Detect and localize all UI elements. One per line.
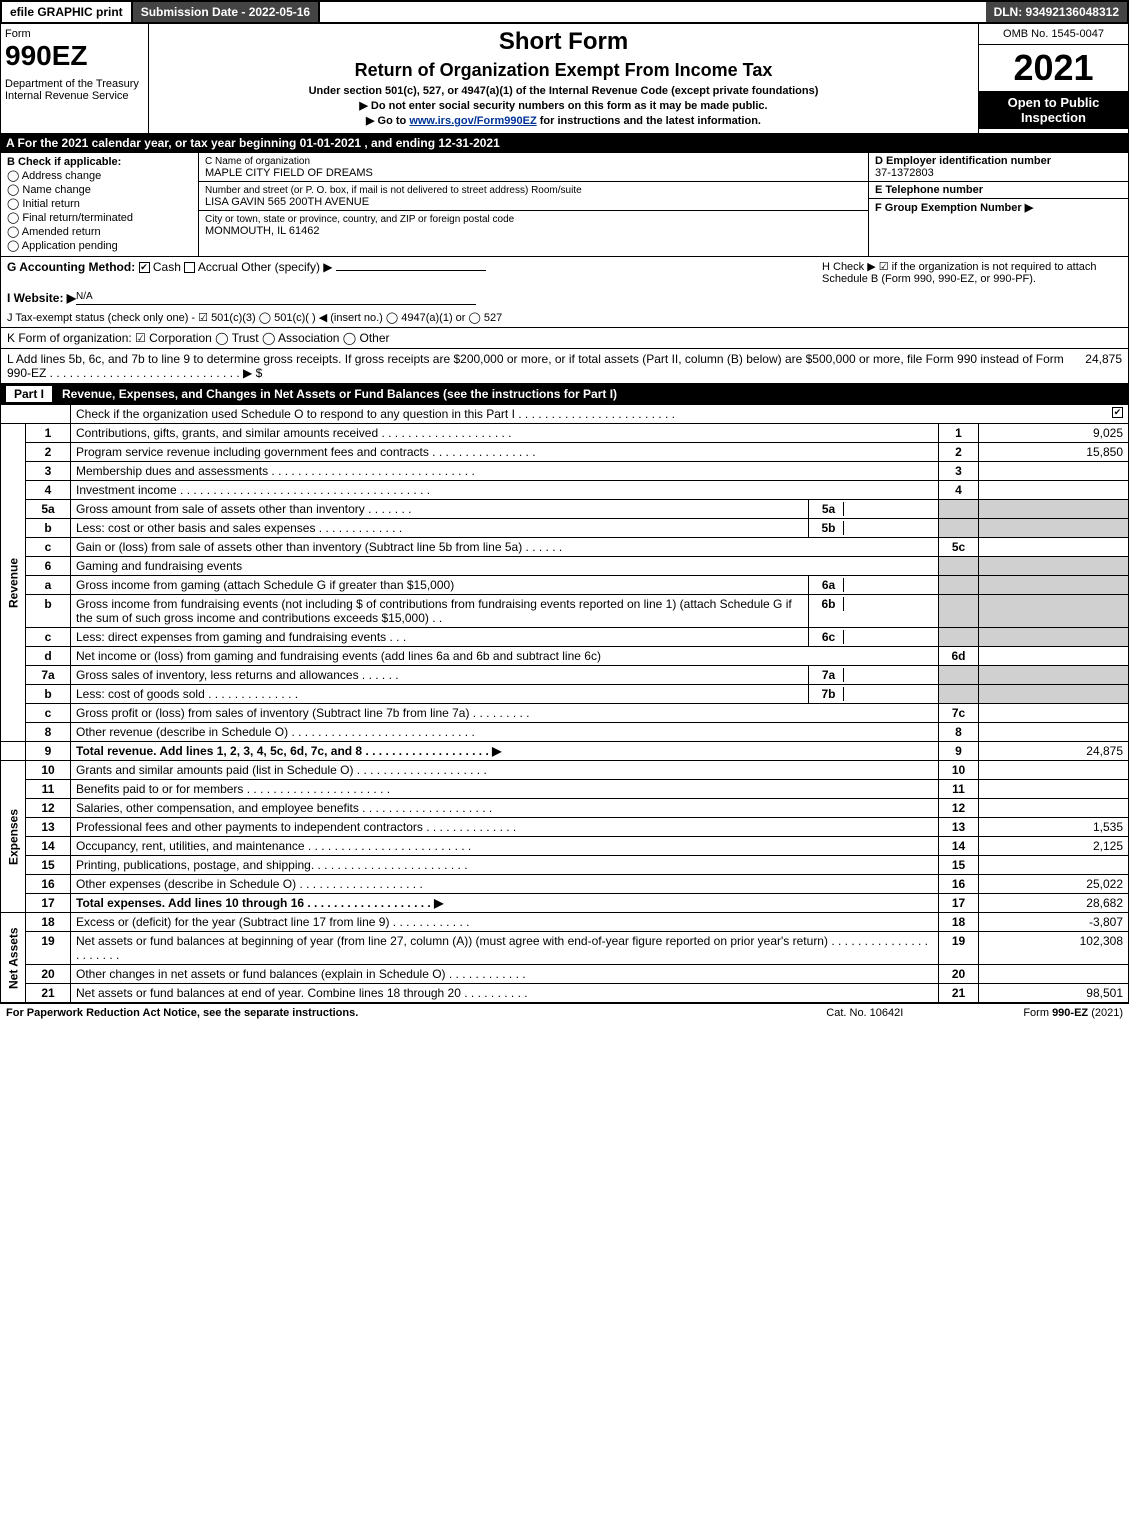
submission-date: Submission Date - 2022-05-16 — [133, 2, 320, 22]
row-a-period: A For the 2021 calendar year, or tax yea… — [0, 134, 1129, 152]
line4-amt — [979, 481, 1129, 500]
net-assets-label: Net Assets — [1, 913, 26, 1003]
form-number: 990EZ — [5, 40, 144, 72]
expenses-label: Expenses — [1, 761, 26, 913]
form-header: Form 990EZ Department of the Treasury In… — [0, 24, 1129, 134]
tax-year: 2021 — [979, 45, 1128, 91]
org-name-row: C Name of organization MAPLE CITY FIELD … — [199, 153, 868, 182]
section-de: D Employer identification number 37-1372… — [868, 153, 1128, 256]
part1-header: Part I Revenue, Expenses, and Changes in… — [0, 384, 1129, 404]
line10-amt — [979, 761, 1129, 780]
inspection-label: Open to Public Inspection — [979, 91, 1128, 129]
line5c-amt — [979, 538, 1129, 557]
line17-amt: 28,682 — [979, 894, 1129, 913]
i-label: I Website: ▶ — [7, 291, 76, 305]
subtitle-1: Under section 501(c), 527, or 4947(a)(1)… — [153, 85, 974, 97]
line9-amt: 24,875 — [979, 742, 1129, 761]
e-lbl: E Telephone number — [875, 184, 983, 196]
line11-amt — [979, 780, 1129, 799]
d-lbl: D Employer identification number — [875, 155, 1051, 167]
chk-schedule-o[interactable] — [1112, 407, 1123, 418]
org-name: MAPLE CITY FIELD OF DREAMS — [205, 167, 373, 179]
chk-amended-return[interactable]: ◯ Amended return — [7, 225, 192, 238]
department: Department of the Treasury Internal Reve… — [5, 78, 144, 102]
row-k: K Form of organization: ☑ Corporation ◯ … — [0, 327, 1129, 348]
website: N/A — [76, 291, 476, 305]
main-title: Return of Organization Exempt From Incom… — [153, 60, 974, 81]
l-amt: 24,875 — [1085, 352, 1122, 380]
line1-amt: 9,025 — [979, 424, 1129, 443]
chk-application-pending[interactable]: ◯ Application pending — [7, 239, 192, 252]
f-lbl: F Group Exemption Number ▶ — [875, 202, 1033, 214]
ein-row: D Employer identification number 37-1372… — [869, 153, 1128, 182]
c-name-lbl: C Name of organization — [205, 156, 310, 167]
group-exempt-row: F Group Exemption Number ▶ — [869, 199, 1128, 216]
part1-check: Check if the organization used Schedule … — [71, 405, 1129, 424]
form-ref: Form 990-EZ (2021) — [1023, 1007, 1123, 1019]
irs-link[interactable]: www.irs.gov/Form990EZ — [409, 115, 536, 127]
city-row: City or town, state or province, country… — [199, 211, 868, 239]
line21-amt: 98,501 — [979, 984, 1129, 1003]
form-label: Form — [5, 28, 144, 40]
city: MONMOUTH, IL 61462 — [205, 225, 320, 237]
section-c: C Name of organization MAPLE CITY FIELD … — [199, 153, 868, 256]
section-b: B Check if applicable: ◯ Address change … — [1, 153, 199, 256]
right-block: OMB No. 1545-0047 2021 Open to Public In… — [978, 24, 1128, 133]
row-j: J Tax-exempt status (check only one) - ☑… — [0, 308, 1129, 327]
h-text: H Check ▶ ☑ if the organization is not r… — [822, 260, 1122, 285]
line6d-amt — [979, 647, 1129, 666]
line15-amt — [979, 856, 1129, 875]
subtitle-2: ▶ Do not enter social security numbers o… — [153, 99, 974, 112]
line14-amt: 2,125 — [979, 837, 1129, 856]
title-block: Short Form Return of Organization Exempt… — [149, 24, 978, 133]
chk-address-change[interactable]: ◯ Address change — [7, 169, 192, 182]
part1-title: Revenue, Expenses, and Changes in Net As… — [62, 387, 617, 401]
footer: For Paperwork Reduction Act Notice, see … — [0, 1003, 1129, 1022]
sub3-tail: for instructions and the latest informat… — [537, 115, 761, 127]
line3-amt — [979, 462, 1129, 481]
row-gh: G Accounting Method: Cash Accrual Other … — [0, 257, 1129, 288]
line19-amt: 102,308 — [979, 932, 1129, 965]
cat-no: Cat. No. 10642I — [826, 1007, 903, 1019]
phone-row: E Telephone number — [869, 182, 1128, 199]
chk-name-change[interactable]: ◯ Name change — [7, 183, 192, 196]
revenue-label: Revenue — [1, 424, 26, 742]
form-id-block: Form 990EZ Department of the Treasury In… — [1, 24, 149, 133]
paperwork-notice: For Paperwork Reduction Act Notice, see … — [6, 1007, 826, 1019]
ein: 37-1372803 — [875, 167, 934, 179]
line7c-amt — [979, 704, 1129, 723]
street: LISA GAVIN 565 200TH AVENUE — [205, 196, 369, 208]
chk-final-return[interactable]: ◯ Final return/terminated — [7, 211, 192, 224]
g-other: Other (specify) ▶ — [241, 260, 332, 274]
section-bcd: B Check if applicable: ◯ Address change … — [0, 152, 1129, 257]
chk-accrual[interactable] — [184, 262, 195, 273]
short-form-title: Short Form — [153, 28, 974, 56]
efile-label[interactable]: efile GRAPHIC print — [2, 2, 133, 22]
g-label: G Accounting Method: — [7, 260, 135, 274]
line18-amt: -3,807 — [979, 913, 1129, 932]
c-city-lbl: City or town, state or province, country… — [205, 214, 514, 225]
line20-amt — [979, 965, 1129, 984]
sub3-pre: ▶ Go to — [366, 115, 409, 127]
part1-table: Check if the organization used Schedule … — [0, 404, 1129, 1003]
line8-amt — [979, 723, 1129, 742]
dln: DLN: 93492136048312 — [986, 2, 1127, 22]
row-i: I Website: ▶ N/A — [0, 288, 1129, 308]
row-l: L Add lines 5b, 6c, and 7b to line 9 to … — [0, 348, 1129, 384]
street-row: Number and street (or P. O. box, if mail… — [199, 182, 868, 211]
l-text: L Add lines 5b, 6c, and 7b to line 9 to … — [7, 352, 1085, 380]
part-label: Part I — [6, 386, 52, 402]
line13-amt: 1,535 — [979, 818, 1129, 837]
b-label: B Check if applicable: — [7, 156, 192, 168]
chk-initial-return[interactable]: ◯ Initial return — [7, 197, 192, 210]
omb-number: OMB No. 1545-0047 — [979, 24, 1128, 45]
chk-cash[interactable] — [139, 262, 150, 273]
line16-amt: 25,022 — [979, 875, 1129, 894]
subtitle-3: ▶ Go to www.irs.gov/Form990EZ for instru… — [153, 114, 974, 127]
c-street-lbl: Number and street (or P. O. box, if mail… — [205, 185, 582, 196]
line12-amt — [979, 799, 1129, 818]
line2-amt: 15,850 — [979, 443, 1129, 462]
topbar: efile GRAPHIC print Submission Date - 20… — [0, 0, 1129, 24]
